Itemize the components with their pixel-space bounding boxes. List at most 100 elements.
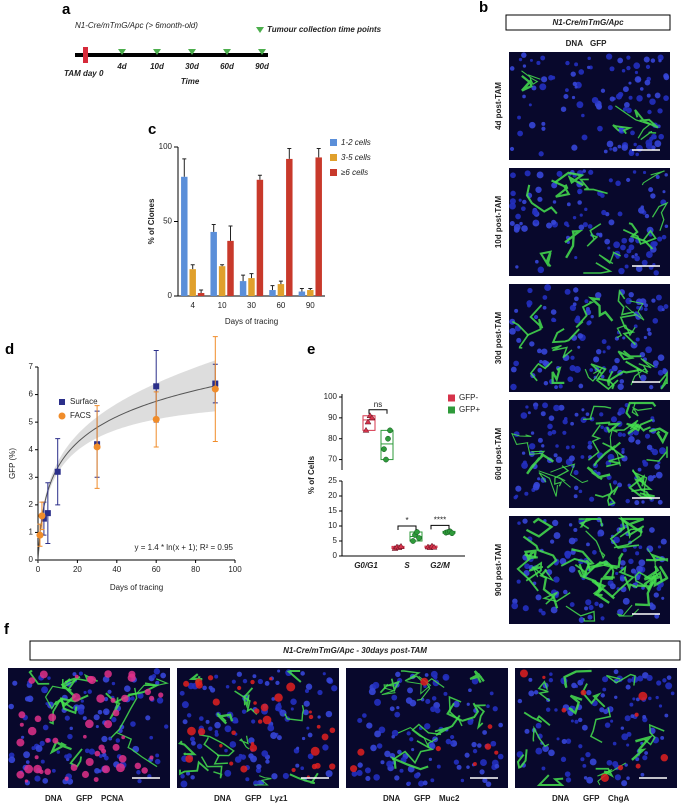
marker-cell bbox=[561, 707, 567, 713]
nucleus bbox=[366, 722, 373, 729]
nucleus bbox=[552, 318, 557, 323]
marker-cell bbox=[85, 719, 94, 729]
nucleus bbox=[445, 738, 452, 745]
nucleus bbox=[517, 698, 523, 704]
membrane bbox=[571, 548, 595, 579]
nucleus bbox=[536, 348, 542, 354]
nucleus bbox=[275, 680, 280, 686]
nucleus bbox=[643, 56, 650, 63]
nucleus bbox=[468, 688, 472, 693]
nucleus bbox=[618, 127, 624, 133]
nucleus bbox=[179, 690, 185, 696]
nucleus bbox=[591, 96, 599, 104]
fit-annotation: y = 1.4 * ln(x + 1); R² = 0.95 bbox=[135, 543, 234, 552]
nucleus bbox=[574, 256, 578, 260]
point bbox=[93, 443, 101, 451]
marker-cell bbox=[580, 689, 587, 696]
image-label: 10d post-TAM bbox=[494, 196, 503, 249]
nucleus bbox=[586, 776, 594, 784]
nucleus bbox=[137, 779, 142, 784]
nucleus bbox=[231, 679, 236, 684]
nucleus bbox=[528, 690, 535, 697]
nucleus bbox=[596, 348, 602, 355]
nucleus bbox=[614, 774, 622, 781]
nucleus bbox=[621, 733, 629, 741]
nucleus bbox=[661, 308, 665, 312]
membrane bbox=[616, 604, 640, 617]
membrane bbox=[597, 360, 644, 382]
marker-cell bbox=[308, 710, 312, 714]
membrane bbox=[411, 723, 442, 743]
error-bar bbox=[228, 225, 233, 241]
nucleus bbox=[553, 576, 560, 583]
nucleus bbox=[529, 341, 535, 347]
marker-cell bbox=[104, 670, 112, 678]
nucleus bbox=[582, 222, 588, 228]
nucleus bbox=[155, 680, 160, 686]
timepoint-marker bbox=[258, 49, 266, 55]
nucleus bbox=[364, 767, 371, 774]
nucleus bbox=[561, 738, 567, 745]
nucleus bbox=[520, 412, 528, 419]
nucleus bbox=[270, 732, 278, 740]
membrane bbox=[400, 670, 423, 682]
nucleus bbox=[552, 200, 557, 204]
nucleus bbox=[600, 374, 605, 379]
nucleus bbox=[599, 707, 605, 713]
nucleus bbox=[261, 750, 269, 757]
nucleus bbox=[296, 746, 300, 750]
marker-cell bbox=[329, 727, 336, 734]
error-bar bbox=[299, 288, 304, 292]
marker-cell bbox=[93, 777, 99, 782]
nucleus bbox=[533, 314, 539, 320]
nucleus bbox=[612, 146, 618, 152]
nucleus bbox=[648, 187, 654, 193]
marker-cell bbox=[19, 722, 24, 727]
nucleus bbox=[638, 559, 646, 567]
y-tick-label: 0 bbox=[333, 551, 338, 560]
marker-cell bbox=[64, 776, 69, 781]
bar bbox=[239, 281, 247, 296]
nucleus bbox=[598, 603, 604, 608]
point bbox=[36, 531, 44, 539]
x-tick-label: 80 bbox=[191, 565, 200, 574]
marker-cell bbox=[86, 675, 94, 683]
nucleus bbox=[413, 772, 420, 779]
nucleus bbox=[389, 706, 395, 712]
nucleus bbox=[527, 303, 531, 308]
membrane bbox=[522, 535, 558, 569]
nucleus bbox=[409, 737, 414, 742]
nucleus bbox=[41, 686, 49, 694]
membrane bbox=[587, 424, 602, 461]
nucleus bbox=[638, 545, 643, 550]
nucleus bbox=[600, 193, 605, 198]
y-tick-label: 90 bbox=[328, 413, 337, 422]
nucleus bbox=[621, 237, 628, 244]
membrane bbox=[542, 591, 571, 605]
nucleus bbox=[614, 695, 618, 699]
stain-label: GFP bbox=[583, 794, 600, 803]
confidence-band bbox=[38, 360, 216, 563]
tam-label: TAM day 0 bbox=[64, 69, 104, 78]
nucleus bbox=[586, 542, 590, 547]
marker-cell bbox=[39, 769, 44, 775]
nucleus bbox=[617, 91, 624, 98]
nucleus bbox=[535, 594, 542, 601]
nucleus bbox=[391, 729, 399, 737]
nucleus bbox=[649, 527, 655, 533]
nucleus bbox=[290, 698, 297, 706]
nucleus bbox=[510, 366, 517, 373]
nucleus bbox=[104, 710, 108, 714]
membrane bbox=[631, 734, 654, 761]
timepoint-marker bbox=[188, 49, 196, 55]
nucleus bbox=[551, 182, 558, 189]
nucleus bbox=[531, 85, 537, 91]
nucleus bbox=[573, 494, 578, 499]
bar bbox=[189, 269, 196, 296]
nucleus bbox=[34, 775, 41, 782]
nucleus bbox=[641, 259, 648, 266]
nucleus bbox=[573, 287, 579, 293]
panel-title: N1-Cre/mTmG/Apc - 30days post-TAM bbox=[283, 646, 427, 655]
nucleus bbox=[229, 741, 237, 748]
nucleus bbox=[622, 597, 630, 605]
